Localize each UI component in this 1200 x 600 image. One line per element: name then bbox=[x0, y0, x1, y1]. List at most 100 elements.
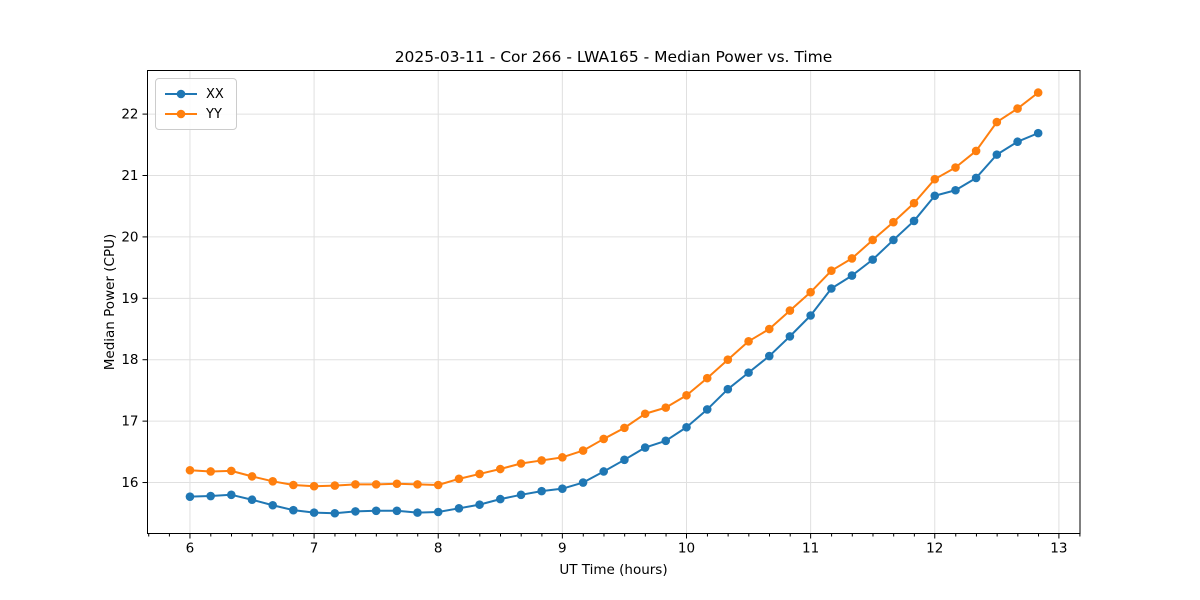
series-marker-xx bbox=[206, 491, 215, 501]
series-marker-yy bbox=[806, 287, 815, 297]
series-line-xx bbox=[189, 132, 1039, 515]
series-marker-xx bbox=[889, 235, 898, 245]
series-marker-yy bbox=[868, 235, 877, 245]
series-marker-yy bbox=[413, 480, 422, 489]
series-marker-xx bbox=[247, 495, 257, 505]
series-marker-yy bbox=[847, 254, 857, 263]
series-marker-yy bbox=[495, 464, 505, 474]
series-marker-yy bbox=[351, 480, 360, 489]
legend: XX YY bbox=[155, 78, 237, 130]
x-tick-label: 8 bbox=[434, 541, 443, 557]
x-tick-label: 7 bbox=[310, 541, 319, 557]
series-marker-yy bbox=[827, 266, 836, 275]
series-marker-xx bbox=[330, 508, 340, 518]
legend-swatch-yy-icon bbox=[165, 109, 197, 119]
series-marker-xx bbox=[558, 484, 567, 493]
series-marker-xx bbox=[185, 492, 195, 501]
series-marker-yy bbox=[516, 459, 526, 468]
series-marker-xx bbox=[682, 422, 691, 432]
series-marker-yy bbox=[289, 480, 298, 490]
series-marker-yy bbox=[371, 480, 381, 489]
series-marker-yy bbox=[578, 446, 588, 455]
series-marker-yy bbox=[599, 434, 608, 444]
series-marker-xx bbox=[413, 508, 422, 517]
series-marker-xx bbox=[226, 490, 236, 500]
series-marker-xx bbox=[909, 216, 919, 226]
series-marker-yy bbox=[433, 480, 443, 490]
series-marker-xx bbox=[868, 255, 877, 264]
series-marker-yy bbox=[620, 423, 629, 433]
x-tick-label: 9 bbox=[558, 541, 567, 557]
series-marker-xx bbox=[392, 506, 402, 516]
series-marker-yy bbox=[951, 163, 960, 172]
series-marker-xx bbox=[930, 191, 940, 201]
series-marker-xx bbox=[1013, 137, 1022, 147]
series-marker-yy bbox=[330, 481, 340, 490]
y-tick-label: 21 bbox=[121, 168, 138, 184]
series-marker-xx bbox=[764, 351, 774, 361]
series-marker-xx bbox=[847, 271, 857, 280]
series-marker-yy bbox=[640, 409, 650, 419]
series-marker-yy bbox=[558, 453, 567, 462]
y-tick-label: 22 bbox=[121, 107, 138, 123]
series-marker-xx bbox=[971, 173, 981, 183]
series-marker-xx bbox=[620, 455, 629, 465]
legend-item-yy: YY bbox=[164, 104, 224, 124]
series-marker-yy bbox=[226, 466, 236, 476]
series-marker-xx bbox=[661, 436, 671, 446]
y-axis-label: Median Power (CPU) bbox=[102, 233, 118, 371]
x-tick-label: 11 bbox=[802, 541, 819, 557]
series-marker-yy bbox=[723, 355, 733, 365]
x-axis-label: UT Time (hours) bbox=[559, 562, 668, 578]
series-line-yy bbox=[189, 91, 1039, 488]
chart-title: 2025-03-11 - Cor 266 - LWA165 - Median P… bbox=[394, 48, 833, 66]
series-marker-yy bbox=[682, 391, 691, 400]
series-marker-yy bbox=[764, 324, 774, 334]
series-marker-xx bbox=[1033, 128, 1043, 138]
series-marker-yy bbox=[930, 174, 940, 184]
x-tick-label: 6 bbox=[186, 541, 195, 557]
series-marker-yy bbox=[992, 117, 1002, 127]
series-marker-xx bbox=[951, 185, 960, 195]
series-marker-xx bbox=[351, 507, 360, 516]
legend-swatch-xx-icon bbox=[165, 89, 197, 99]
series-marker-yy bbox=[702, 373, 712, 383]
x-tick-label: 10 bbox=[678, 541, 695, 557]
series-marker-yy bbox=[785, 306, 795, 315]
series-marker-xx bbox=[537, 486, 546, 496]
series-marker-xx bbox=[702, 405, 712, 414]
series-marker-xx bbox=[268, 500, 278, 510]
series-marker-yy bbox=[206, 467, 215, 476]
series-marker-xx bbox=[806, 311, 815, 320]
x-tick-label: 13 bbox=[1050, 541, 1067, 557]
series-marker-xx bbox=[744, 368, 753, 377]
series-marker-xx bbox=[516, 490, 526, 500]
legend-label-yy: YY bbox=[206, 106, 222, 122]
series-marker-yy bbox=[475, 469, 484, 479]
y-tick-label: 20 bbox=[121, 229, 138, 245]
series-marker-xx bbox=[578, 478, 588, 487]
series-marker-yy bbox=[454, 474, 464, 484]
series-marker-yy bbox=[309, 481, 319, 491]
x-tick-label: 12 bbox=[926, 541, 943, 557]
series-marker-yy bbox=[661, 403, 671, 412]
series-marker-yy bbox=[909, 198, 919, 208]
series-marker-yy bbox=[744, 337, 753, 346]
series-marker-xx bbox=[785, 332, 795, 341]
plot-border bbox=[147, 70, 1081, 534]
y-tick-label: 18 bbox=[121, 352, 138, 368]
series-marker-xx bbox=[289, 505, 298, 515]
series-marker-yy bbox=[1013, 104, 1022, 113]
legend-label-xx: XX bbox=[206, 86, 224, 102]
y-tick-label: 17 bbox=[121, 414, 138, 430]
series-marker-yy bbox=[268, 477, 278, 486]
series-marker-yy bbox=[392, 479, 402, 489]
series-marker-yy bbox=[537, 456, 546, 465]
y-tick-label: 16 bbox=[121, 475, 138, 491]
series-marker-xx bbox=[371, 506, 381, 516]
series-marker-xx bbox=[454, 504, 464, 513]
series-marker-xx bbox=[640, 443, 650, 452]
series-marker-yy bbox=[247, 472, 257, 481]
